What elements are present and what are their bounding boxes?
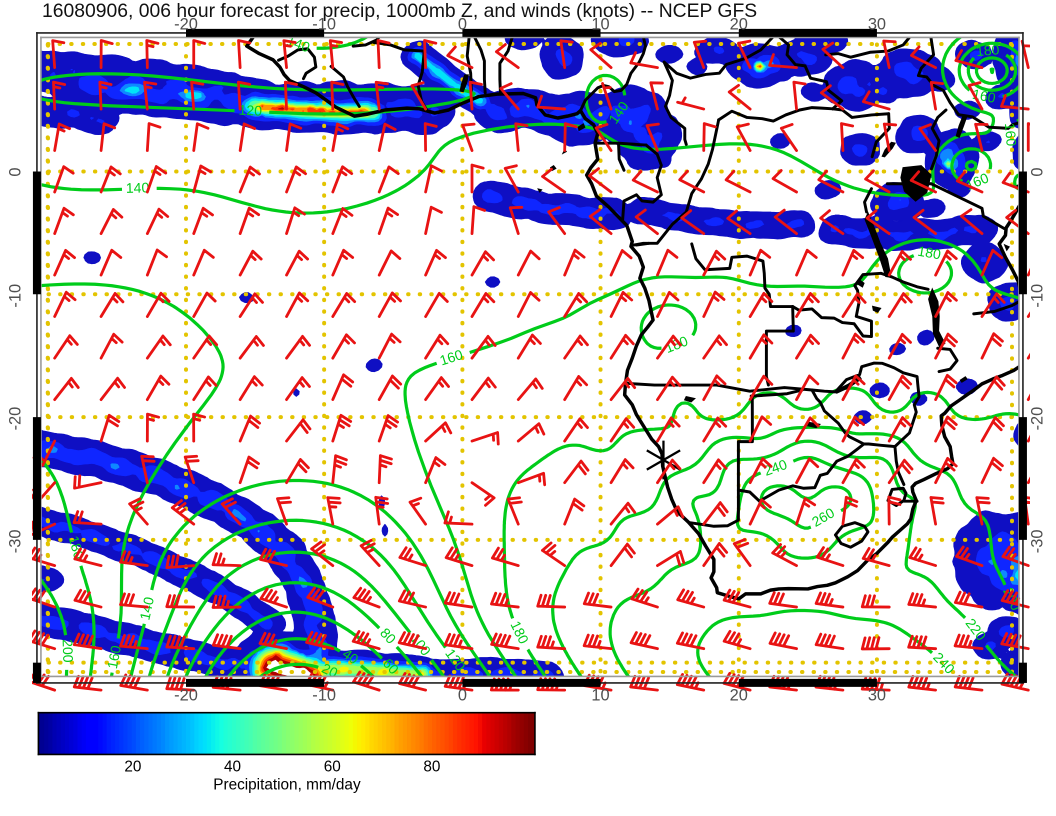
svg-text:30: 30 bbox=[868, 686, 886, 704]
svg-text:-20: -20 bbox=[174, 15, 198, 33]
svg-text:0: 0 bbox=[458, 686, 467, 704]
svg-text:0: 0 bbox=[6, 168, 24, 177]
svg-text:80: 80 bbox=[423, 759, 440, 776]
svg-text:20: 20 bbox=[124, 759, 141, 776]
svg-text:60: 60 bbox=[380, 655, 402, 677]
svg-text:Precipitation, mm/day: Precipitation, mm/day bbox=[213, 777, 361, 794]
svg-text:60: 60 bbox=[324, 759, 341, 776]
svg-text:30: 30 bbox=[868, 15, 886, 33]
svg-text:20: 20 bbox=[730, 686, 748, 704]
svg-text:40: 40 bbox=[224, 759, 241, 776]
svg-text:200: 200 bbox=[60, 639, 77, 663]
svg-text:10: 10 bbox=[591, 15, 609, 33]
svg-text:140: 140 bbox=[126, 179, 150, 196]
svg-text:-20: -20 bbox=[6, 407, 24, 431]
svg-text:-10: -10 bbox=[6, 284, 24, 308]
svg-text:0: 0 bbox=[1028, 168, 1046, 177]
svg-text:20: 20 bbox=[319, 660, 340, 681]
svg-text:10: 10 bbox=[591, 686, 609, 704]
svg-text:16080906, 006 hour forecast fo: 16080906, 006 hour forecast for precip, … bbox=[42, 1, 757, 22]
svg-text:160: 160 bbox=[1002, 122, 1020, 147]
svg-text:120: 120 bbox=[238, 102, 262, 119]
svg-text:-20: -20 bbox=[1028, 407, 1046, 431]
svg-text:-10: -10 bbox=[312, 15, 336, 33]
svg-text:240: 240 bbox=[762, 456, 790, 479]
svg-text:-30: -30 bbox=[6, 529, 24, 553]
svg-text:-30: -30 bbox=[1028, 529, 1046, 553]
svg-text:-10: -10 bbox=[1028, 284, 1046, 308]
svg-text:160: 160 bbox=[438, 346, 465, 368]
svg-text:-10: -10 bbox=[312, 686, 336, 704]
svg-text:0: 0 bbox=[458, 15, 467, 33]
svg-text:-20: -20 bbox=[174, 686, 198, 704]
svg-text:160: 160 bbox=[104, 644, 124, 670]
svg-text:180: 180 bbox=[916, 243, 942, 263]
svg-text:180: 180 bbox=[975, 41, 1000, 59]
svg-text:20: 20 bbox=[730, 15, 748, 33]
